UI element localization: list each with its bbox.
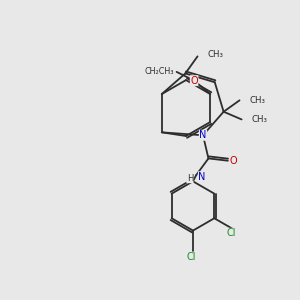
Text: O: O (230, 156, 237, 166)
Text: CH₃: CH₃ (250, 96, 266, 105)
Text: Cl: Cl (187, 252, 196, 262)
Text: CH₂CH₃: CH₂CH₃ (144, 67, 174, 76)
Text: N: N (199, 130, 207, 140)
Text: N: N (198, 172, 206, 182)
Text: CH₃: CH₃ (208, 50, 224, 59)
Text: CH₃: CH₃ (252, 115, 268, 124)
Text: H: H (187, 174, 193, 183)
Text: O: O (190, 76, 198, 85)
Text: Cl: Cl (226, 228, 236, 238)
